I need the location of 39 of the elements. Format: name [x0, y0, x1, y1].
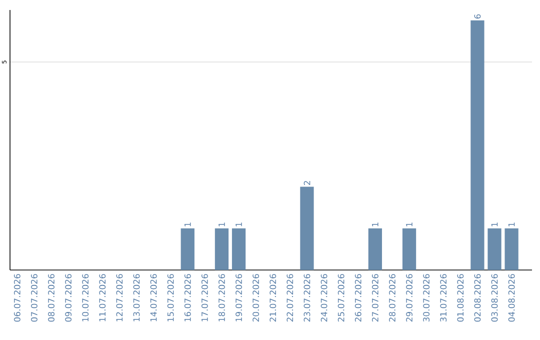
data-label: 1	[236, 222, 242, 226]
x-tick-label: 06.07.2026	[14, 274, 20, 322]
x-tick-label: 15.07.2026	[167, 274, 174, 322]
x-tick-label: 02.08.2026	[474, 274, 481, 322]
x-tick-label: 03.08.2026	[491, 274, 498, 322]
data-label: 2	[304, 181, 310, 185]
x-tick-label: 23.07.2026	[304, 274, 310, 322]
x-tick-label: 25.07.2026	[338, 274, 344, 322]
x-tick-label: 09.07.2026	[65, 274, 72, 322]
x-tick-label: 14.07.2026	[150, 274, 157, 322]
x-tick-label: 24.07.2026	[320, 274, 328, 322]
x-tick-label: 29.07.2026	[406, 274, 412, 322]
x-tick-label: 20.07.2026	[252, 274, 260, 322]
x-tick-label: 17.07.2026	[201, 274, 208, 322]
x-tick-label: 13.07.2026	[133, 274, 140, 322]
data-label: 1	[372, 222, 378, 226]
x-tick-label: 12.07.2026	[116, 274, 123, 322]
x-tick-label: 26.07.2026	[354, 274, 362, 322]
x-tick-label: 31.07.2026	[440, 274, 447, 322]
data-label: 1	[491, 222, 498, 226]
data-label: 1	[508, 222, 515, 226]
x-tick-label: 08.07.2026	[48, 274, 54, 322]
x-tick-label: 16.07.2026	[184, 274, 191, 322]
x-tick-label: 07.07.2026	[31, 274, 38, 322]
x-tick-label: 28.07.2026	[389, 274, 396, 322]
x-tick-label: 04.08.2026	[508, 274, 515, 322]
data-label: 1	[406, 222, 412, 226]
data-label: 1	[218, 222, 225, 226]
x-tick-label: 10.07.2026	[82, 274, 89, 322]
x-tick-label: 27.07.2026	[372, 274, 378, 322]
x-tick-label: 11.07.2026	[99, 274, 106, 322]
x-tick-label: 01.08.2026	[457, 274, 464, 322]
data-label: 6	[474, 14, 481, 19]
x-tick-label: 21.07.2026	[270, 274, 276, 322]
x-tick-label: 22.07.2026	[286, 274, 294, 322]
x-tick-label: 19.07.2026	[236, 274, 242, 322]
data-label: 1	[184, 222, 191, 226]
x-tick-label: 18.07.2026	[218, 274, 225, 322]
x-tick-label: 30.07.2026	[423, 274, 430, 322]
